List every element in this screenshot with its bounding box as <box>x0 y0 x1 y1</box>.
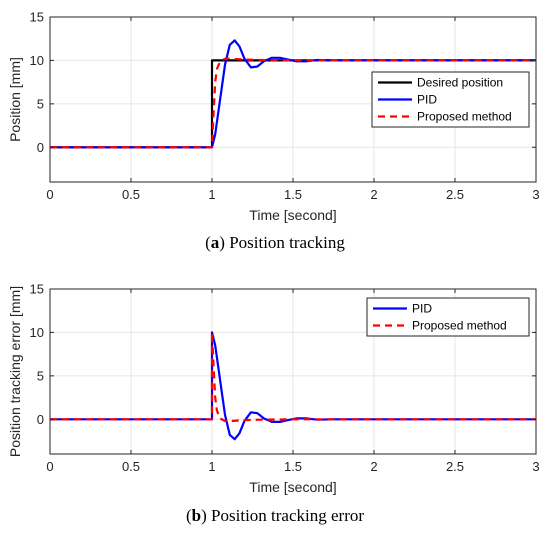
legend-label-pid: PID <box>417 93 437 107</box>
legend: PID Proposed method <box>366 297 530 337</box>
x-tick-label: 2 <box>370 187 377 202</box>
y-tick-label: 15 <box>30 10 44 25</box>
x-tick-label: 1 <box>208 187 215 202</box>
series-line-pid <box>50 331 536 441</box>
x-tick-label: 0 <box>46 459 53 474</box>
y-tick-label: 0 <box>37 140 44 155</box>
x-tick-label: 0.5 <box>122 459 140 474</box>
y-tick-label: 10 <box>30 325 44 340</box>
series-line-proposed-method <box>50 331 536 423</box>
x-tick-label: 3 <box>532 187 539 202</box>
legend-label-desired-position: Desired position <box>417 76 503 90</box>
y-tick-label: 15 <box>30 282 44 297</box>
legend-label-proposed-method: Proposed method <box>417 110 512 124</box>
x-axis-label: Time [second] <box>249 207 336 223</box>
y-tick-label: 5 <box>37 96 44 111</box>
x-axis-label: Time [second] <box>249 479 336 495</box>
y-tick-label: 0 <box>37 412 44 427</box>
x-tick-label: 1.5 <box>284 187 302 202</box>
chart-position-tracking-error: 0 0.5 1 1.5 2 2.5 3 0 5 10 15 Time [second] Position… <box>7 282 540 496</box>
chart-position-tracking: 0 0.5 1 1.5 2 2.5 3 0 5 10 15 Time [second] Position… <box>7 10 540 224</box>
x-tick-label: 0 <box>46 187 53 202</box>
legend-label-proposed-method: Proposed method <box>412 319 507 333</box>
x-tick-label: 3 <box>532 459 539 474</box>
legend-label-pid: PID <box>412 302 432 316</box>
x-tick-label: 2.5 <box>446 459 464 474</box>
y-axis-label: Position [mm] <box>7 57 23 142</box>
legend: Desired position PID Proposed method <box>371 71 530 128</box>
x-tick-label: 2.5 <box>446 187 464 202</box>
x-tick-label: 2 <box>370 459 377 474</box>
x-tick-label: 1.5 <box>284 459 302 474</box>
caption-a: (a) Position tracking <box>205 233 345 252</box>
y-tick-label: 5 <box>37 368 44 383</box>
y-axis-label: Position tracking error [mm] <box>7 286 23 457</box>
x-tick-label: 1 <box>208 459 215 474</box>
caption-b: (b) Position tracking error <box>186 506 364 525</box>
legend-box <box>366 297 530 337</box>
y-tick-label: 10 <box>30 53 44 68</box>
x-tick-label: 0.5 <box>122 187 140 202</box>
